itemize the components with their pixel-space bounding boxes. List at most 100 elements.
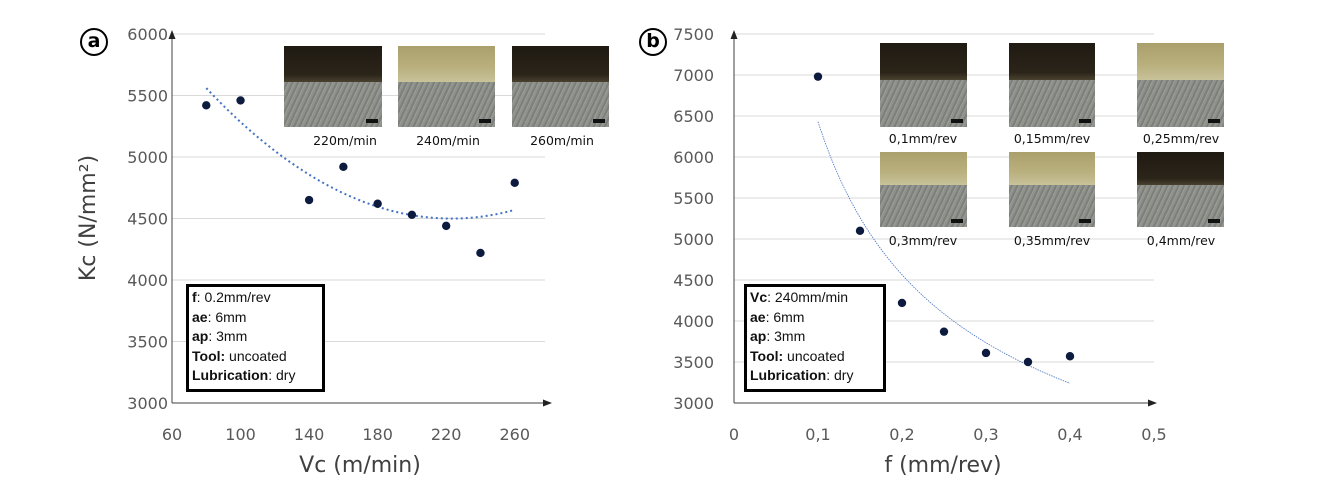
chart-a-data-point [202, 101, 211, 110]
micrograph-background [1137, 43, 1224, 80]
chart-b-y-tick-label: 5500 [673, 189, 714, 208]
parameter-value: : dry [268, 367, 296, 383]
chart-a-data-point [510, 178, 519, 188]
chart-a-micrograph-image [512, 46, 609, 127]
scale-bar [593, 119, 605, 123]
chart-a-trendline [205, 87, 515, 220]
chart-b-data-point [855, 226, 865, 235]
micrograph-background [398, 46, 495, 82]
parameter-row: ae: 6mm [750, 308, 880, 328]
chart-b-data-point [813, 72, 823, 81]
chart-a-x-tick-label: 100 [225, 425, 256, 444]
chart-b-x-tick-label: 0,4 [1057, 425, 1082, 444]
parameter-key: f [192, 289, 197, 305]
parameter-value: : 3mm [766, 328, 806, 344]
micrograph-background [512, 46, 609, 82]
chart-b-micrograph-caption: 0,15mm/rev [1013, 131, 1091, 146]
chart-b-x-tick-label: 0,3 [973, 425, 998, 444]
chart-b-parameters-box: Vc: 240mm/min ae: 6mm ap: 3mm Tool: uncoate… [744, 284, 886, 392]
parameter-value: : dry [826, 367, 854, 383]
chart-b-x-tick-label: 0,5 [1141, 425, 1166, 444]
micrograph-background [1009, 43, 1095, 80]
chart-a-data-point [476, 248, 485, 258]
chart-b-x-tick-label: 0,1 [805, 425, 830, 444]
parameter-value: uncoated [225, 347, 287, 364]
chart-b-micrograph-caption: 0,25mm/rev [1142, 131, 1220, 146]
chart-a-y-tick-label: 3500 [127, 333, 168, 352]
chart-b-data-point [1023, 357, 1033, 367]
chart-b-micrograph-image [1137, 152, 1224, 227]
scale-bar [479, 119, 491, 123]
parameter-key: Lubrication [192, 367, 269, 383]
chart-a-x-tick-label: 220 [431, 425, 462, 444]
micrograph-surface [284, 81, 382, 127]
scale-bar [951, 219, 963, 223]
chart-b-data-point [1065, 352, 1075, 361]
parameter-value: : 6mm [207, 308, 247, 325]
chart-b-y-tick-label: 4500 [673, 271, 714, 290]
chart-a-x-tick-label: 140 [294, 425, 325, 444]
chart-b-x-tick-label: 0 [729, 425, 739, 444]
chart-b-micrograph-image [880, 43, 967, 127]
chart-a-micrograph-caption: 220m/min [313, 133, 377, 148]
chart-a-y-tick-label: 5000 [127, 148, 168, 167]
chart-b-y-tick-label: 7500 [673, 25, 714, 44]
parameter-row: Tool: uncoated [192, 347, 319, 367]
chart-b-micrograph-image [880, 152, 967, 227]
scale-bar [1208, 219, 1220, 223]
chart-b-micrograph-caption: 0,1mm/rev [888, 131, 958, 146]
chart-a-data-point [236, 96, 245, 105]
chart-b-data-point [981, 348, 991, 358]
chart-a-data-point [373, 199, 382, 208]
micrograph-background [880, 152, 967, 185]
micrograph-background [880, 43, 967, 80]
parameter-row: Vc: 240mm/min [750, 288, 880, 308]
chart-b-micrograph-image [1009, 43, 1095, 127]
chart-b-x-axis-title: f (mm/rev) [884, 453, 1001, 478]
scale-bar [366, 119, 378, 123]
micrograph-surface [512, 81, 609, 127]
chart-a-y-axis-title: Kc (N/mm²) [76, 155, 101, 281]
chart-a-y-tick-label: 4500 [127, 210, 168, 229]
parameter-row: Tool: uncoated [750, 347, 880, 367]
chart-b-micrograph-image [1009, 152, 1095, 227]
parameter-value: : 240mm/min [767, 289, 849, 305]
scale-bar [1079, 219, 1091, 223]
chart-a-data-point [407, 210, 417, 220]
chart-a-micrograph-image [398, 46, 495, 127]
chart-a-micrograph-image [284, 46, 382, 127]
chart-b-micrograph-caption: 0,3mm/rev [888, 233, 958, 248]
parameter-value: : 0.2mm/rev [196, 289, 271, 305]
chart-a-x-axis-arrow [543, 399, 552, 407]
chart-b-micrograph-caption: 0,35mm/rev [1013, 233, 1091, 248]
parameter-row: ae: 6mm [192, 308, 319, 328]
micrograph-surface [398, 81, 495, 127]
chart-a-y-tick-label: 3000 [127, 394, 168, 413]
chart-b-y-tick-label: 3500 [673, 353, 714, 372]
chart-b-y-tick-label: 6500 [673, 107, 714, 126]
parameter-key: Tool: [750, 347, 784, 364]
chart-a-y-tick-label: 4000 [127, 271, 168, 290]
chart-a-data-point [339, 162, 348, 172]
chart-a-y-tick-label: 5500 [127, 87, 168, 106]
chart-b-x-axis-arrow [1148, 399, 1157, 407]
chart-a-micrograph-caption: 260m/min [530, 133, 594, 148]
chart-a-data-point [441, 221, 451, 231]
micrograph-background [1137, 152, 1224, 185]
parameter-row: ap: 3mm [750, 327, 880, 347]
chart-b-y-tick-label: 4000 [673, 312, 714, 331]
panel-label-a: a [80, 28, 108, 56]
chart-a-parameters-box: f: 0.2mm/rev ae: 6mm ap: 3mm Tool: uncoated… [186, 284, 325, 392]
panel-label-b: b [639, 28, 667, 56]
chart-b-x-tick-label: 0,2 [889, 425, 914, 444]
parameter-value: uncoated [783, 347, 845, 364]
parameter-key: ae [750, 308, 766, 325]
parameter-row: f: 0.2mm/rev [192, 288, 319, 308]
parameter-key: ap [192, 328, 209, 344]
chart-b-y-tick-label: 3000 [673, 394, 714, 413]
parameter-key: Vc [750, 289, 768, 305]
parameter-key: ap [750, 328, 767, 344]
chart-b-data-point [939, 327, 949, 336]
